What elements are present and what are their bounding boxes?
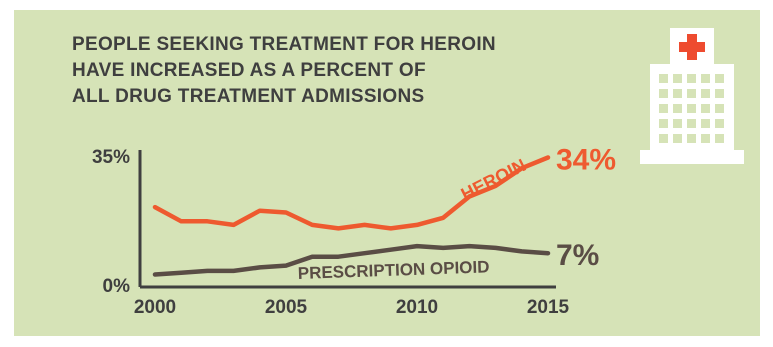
hospital-window bbox=[687, 104, 696, 113]
hospital-window bbox=[687, 89, 696, 98]
y-tick-label: 35% bbox=[92, 147, 130, 168]
hospital-window bbox=[715, 119, 724, 128]
title-line: HAVE INCREASED AS A PERCENT OF bbox=[72, 60, 426, 81]
hospital-window bbox=[701, 89, 710, 98]
x-tick-label: 2000 bbox=[134, 297, 176, 318]
prescription-opioid-end-value-label: 7% bbox=[556, 239, 599, 272]
hospital-window bbox=[687, 134, 696, 143]
heroin-series-line bbox=[152, 155, 551, 231]
title-line: ALL DRUG TREATMENT ADMISSIONS bbox=[72, 86, 425, 107]
hospital-window bbox=[673, 104, 682, 113]
hospital-window bbox=[659, 119, 668, 128]
cross-horizontal bbox=[679, 42, 705, 52]
hospital-window bbox=[701, 104, 710, 113]
x-tick-label: 2015 bbox=[527, 297, 570, 318]
hospital-window bbox=[701, 119, 710, 128]
x-tick-label: 2010 bbox=[396, 297, 438, 318]
hospital-window bbox=[659, 89, 668, 98]
hospital-window bbox=[687, 74, 696, 83]
prescription-opioid-series-label: PRESCRIPTION OPIOID bbox=[297, 257, 489, 283]
hospital-window bbox=[715, 89, 724, 98]
hospital-window bbox=[701, 74, 710, 83]
hospital-window bbox=[673, 134, 682, 143]
hospital-window bbox=[673, 74, 682, 83]
panel-background bbox=[14, 10, 760, 336]
heroin-end-value-label: 34% bbox=[556, 144, 616, 177]
title-line: PEOPLE SEEKING TREATMENT FOR HEROIN bbox=[72, 34, 496, 55]
hospital-window bbox=[673, 89, 682, 98]
hospital-window bbox=[673, 119, 682, 128]
heroin-series-label: HEROIN bbox=[458, 155, 529, 205]
y-tick-label: 0% bbox=[103, 276, 131, 297]
x-tick-label: 2005 bbox=[265, 297, 308, 318]
hospital-window bbox=[715, 134, 724, 143]
hospital-window bbox=[687, 119, 696, 128]
hospital-window bbox=[715, 74, 724, 83]
hospital-window bbox=[659, 134, 668, 143]
hospital-window bbox=[659, 74, 668, 83]
prescription-opioid-series-line bbox=[152, 243, 551, 277]
chart-title: PEOPLE SEEKING TREATMENT FOR HEROIN HAVE… bbox=[72, 32, 592, 110]
hospital-window bbox=[715, 104, 724, 113]
hospital-window bbox=[659, 104, 668, 113]
hospital-building-icon bbox=[640, 28, 744, 164]
hospital-window bbox=[701, 134, 710, 143]
